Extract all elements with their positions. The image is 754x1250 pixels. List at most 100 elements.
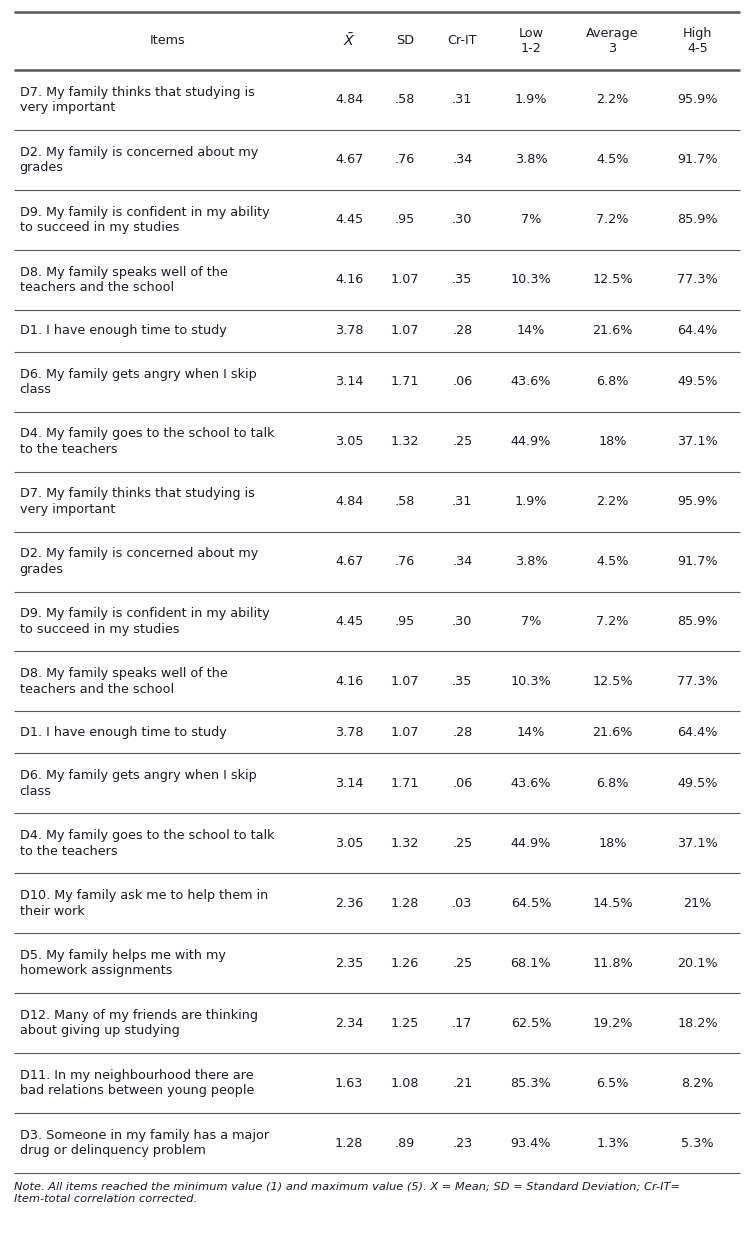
Text: High
4-5: High 4-5 [683,26,713,55]
Text: 95.9%: 95.9% [678,94,718,106]
Text: 91.7%: 91.7% [677,154,718,166]
Text: 4.16: 4.16 [335,274,363,286]
Text: .35: .35 [452,675,473,688]
Text: D8. My family speaks well of the
teachers and the school: D8. My family speaks well of the teacher… [20,265,228,294]
Text: 8.2%: 8.2% [682,1076,714,1090]
Text: 85.9%: 85.9% [677,214,718,226]
Text: .30: .30 [452,615,473,628]
Text: 5.3%: 5.3% [682,1136,714,1150]
Text: .76: .76 [394,154,415,166]
Text: 77.3%: 77.3% [677,675,718,688]
Text: 10.3%: 10.3% [510,274,551,286]
Text: D6. My family gets angry when I skip
class: D6. My family gets angry when I skip cla… [20,368,256,396]
Text: 7%: 7% [521,214,541,226]
Text: 3.78: 3.78 [335,324,363,338]
Text: 44.9%: 44.9% [510,435,551,449]
Text: 64.5%: 64.5% [510,896,551,910]
Text: 2.36: 2.36 [335,896,363,910]
Text: 1.07: 1.07 [391,675,419,688]
Text: D12. Many of my friends are thinking
about giving up studying: D12. Many of my friends are thinking abo… [20,1009,258,1038]
Text: 20.1%: 20.1% [677,956,718,970]
Text: 49.5%: 49.5% [678,778,718,790]
Text: 14%: 14% [516,324,545,338]
Text: .25: .25 [452,956,473,970]
Text: 1.9%: 1.9% [515,94,547,106]
Text: .17: .17 [452,1016,473,1030]
Text: 4.16: 4.16 [335,675,363,688]
Text: 21.6%: 21.6% [592,324,633,338]
Text: .31: .31 [452,495,473,509]
Text: 6.5%: 6.5% [596,1076,629,1090]
Text: 95.9%: 95.9% [678,495,718,509]
Text: D7. My family thinks that studying is
very important: D7. My family thinks that studying is ve… [20,86,255,114]
Text: .58: .58 [394,495,415,509]
Text: 14.5%: 14.5% [592,896,633,910]
Text: 21%: 21% [684,896,712,910]
Text: 2.35: 2.35 [335,956,363,970]
Text: 77.3%: 77.3% [677,274,718,286]
Text: .25: .25 [452,435,473,449]
Text: 37.1%: 37.1% [677,836,718,850]
Text: 18%: 18% [598,435,627,449]
Text: 85.3%: 85.3% [510,1076,551,1090]
Text: 2.34: 2.34 [335,1016,363,1030]
Text: 93.4%: 93.4% [510,1136,551,1150]
Text: 1.08: 1.08 [391,1076,419,1090]
Text: 12.5%: 12.5% [592,675,633,688]
Text: D2. My family is concerned about my
grades: D2. My family is concerned about my grad… [20,146,258,174]
Text: 19.2%: 19.2% [592,1016,633,1030]
Text: 49.5%: 49.5% [678,375,718,389]
Text: .76: .76 [394,555,415,568]
Text: 3.8%: 3.8% [514,154,547,166]
Text: D3. Someone in my family has a major
drug or delinquency problem: D3. Someone in my family has a major dru… [20,1129,268,1158]
Text: 4.67: 4.67 [335,154,363,166]
Text: .95: .95 [394,214,415,226]
Text: Note. All items reached the minimum value (1) and maximum value (5). X = Mean; S: Note. All items reached the minimum valu… [14,1181,679,1204]
Text: 1.07: 1.07 [391,726,419,739]
Text: Cr-IT: Cr-IT [447,35,477,48]
Text: 62.5%: 62.5% [510,1016,551,1030]
Text: .28: .28 [452,726,473,739]
Text: .34: .34 [452,555,473,568]
Text: 64.4%: 64.4% [678,324,718,338]
Text: 44.9%: 44.9% [510,836,551,850]
Text: .95: .95 [394,615,415,628]
Text: 2.2%: 2.2% [596,94,629,106]
Text: 6.8%: 6.8% [596,778,629,790]
Text: 4.45: 4.45 [335,214,363,226]
Text: D6. My family gets angry when I skip
class: D6. My family gets angry when I skip cla… [20,769,256,798]
Text: .28: .28 [452,324,473,338]
Text: 1.9%: 1.9% [515,495,547,509]
Text: 18.2%: 18.2% [677,1016,718,1030]
Text: 1.32: 1.32 [391,836,419,850]
Text: 1.71: 1.71 [391,778,419,790]
Text: .34: .34 [452,154,473,166]
Text: 7.2%: 7.2% [596,214,629,226]
Text: D9. My family is confident in my ability
to succeed in my studies: D9. My family is confident in my ability… [20,205,269,234]
Text: D8. My family speaks well of the
teachers and the school: D8. My family speaks well of the teacher… [20,668,228,696]
Text: 3.14: 3.14 [335,375,363,389]
Text: .06: .06 [452,778,473,790]
Text: D1. I have enough time to study: D1. I have enough time to study [20,324,226,338]
Text: .03: .03 [452,896,473,910]
Text: 1.25: 1.25 [391,1016,419,1030]
Text: 6.8%: 6.8% [596,375,629,389]
Text: 4.84: 4.84 [335,94,363,106]
Text: D9. My family is confident in my ability
to succeed in my studies: D9. My family is confident in my ability… [20,608,269,636]
Text: 1.28: 1.28 [335,1136,363,1150]
Text: 2.2%: 2.2% [596,495,629,509]
Text: .58: .58 [394,94,415,106]
Text: 3.8%: 3.8% [514,555,547,568]
Text: .30: .30 [452,214,473,226]
Text: 7%: 7% [521,615,541,628]
Text: 68.1%: 68.1% [510,956,551,970]
Text: D1. I have enough time to study: D1. I have enough time to study [20,726,226,739]
Text: 14%: 14% [516,726,545,739]
Text: D11. In my neighbourhood there are
bad relations between young people: D11. In my neighbourhood there are bad r… [20,1069,254,1098]
Text: SD: SD [396,35,414,48]
Text: .23: .23 [452,1136,473,1150]
Text: 12.5%: 12.5% [592,274,633,286]
Text: Average
3: Average 3 [587,26,639,55]
Text: 10.3%: 10.3% [510,675,551,688]
Text: 4.67: 4.67 [335,555,363,568]
